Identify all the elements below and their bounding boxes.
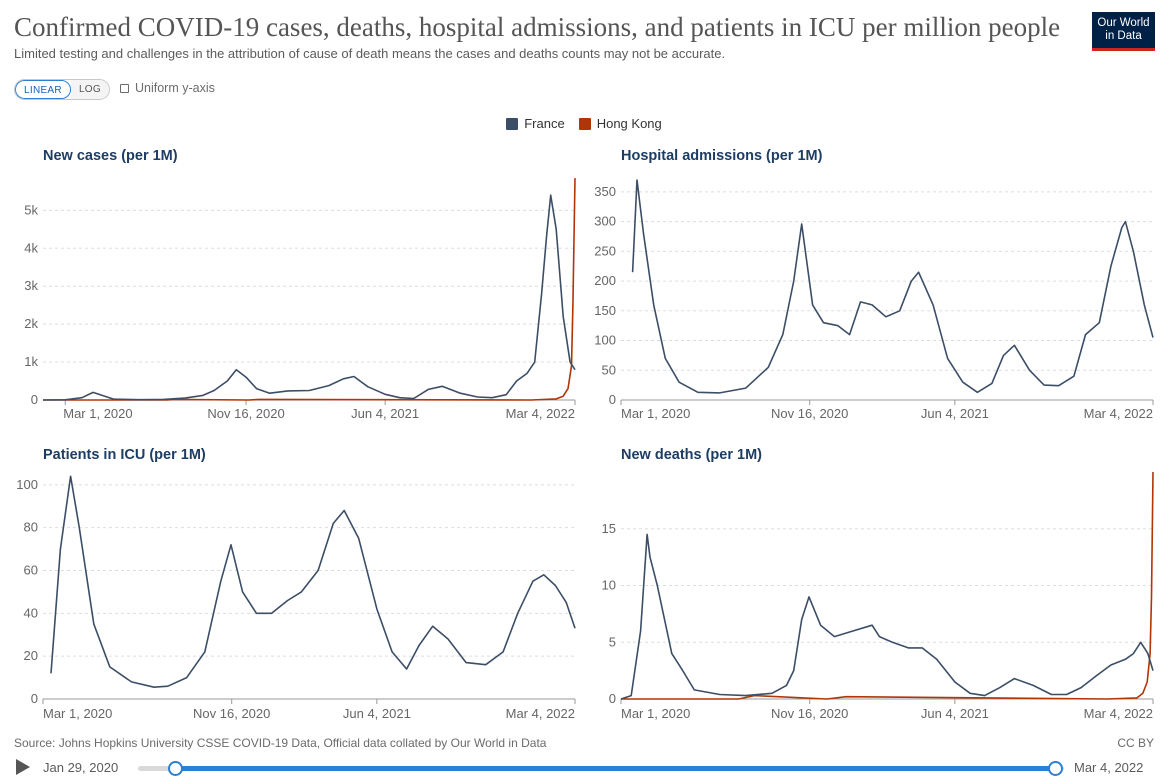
patients-in-icu-y-tick-label: 0 xyxy=(31,691,38,706)
new-deaths-panel-title: New deaths (per 1M) xyxy=(621,447,762,463)
hospital-admissions-x-tick-label: Nov 16, 2020 xyxy=(771,406,848,421)
patients-in-icu-x-tick-label: Jun 4, 2021 xyxy=(343,706,411,721)
scale-toggle: LINEAR LOG xyxy=(14,79,110,100)
new-deaths-y-tick-label: 15 xyxy=(602,521,616,536)
new-deaths-line-france xyxy=(620,533,1154,700)
hospital-admissions-y-tick-label: 100 xyxy=(594,333,616,348)
legend-label-hong-kong: Hong Kong xyxy=(596,116,662,131)
patients-in-icu-panel-title: Patients in ICU (per 1M) xyxy=(43,447,206,463)
hospital-admissions-y-tick-label: 300 xyxy=(594,214,616,229)
new-cases-x-tick-label: Jun 4, 2021 xyxy=(351,406,419,421)
legend-item-hong-kong[interactable]: Hong Kong xyxy=(578,116,662,131)
hospital-admissions-panel-title: Hospital admissions (per 1M) xyxy=(621,148,823,164)
new-cases-x-tick-label: Mar 1, 2020 xyxy=(63,406,132,421)
new-deaths-x-tick-label: Jun 4, 2021 xyxy=(921,706,989,721)
new-cases-line-hong-kong xyxy=(43,178,576,401)
hospital-admissions-x-tick-label: Mar 1, 2020 xyxy=(621,406,690,421)
new-cases-y-tick-label: 3k xyxy=(24,278,38,293)
hospital-admissions-x-tick-label: Jun 4, 2021 xyxy=(921,406,989,421)
legend: France Hong Kong xyxy=(0,116,1168,131)
timeline-end-handle[interactable] xyxy=(1047,761,1063,776)
hospital-admissions-y-tick-label: 250 xyxy=(594,243,616,258)
new-deaths-line-hong-kong xyxy=(621,471,1154,700)
patients-in-icu-y-tick-label: 40 xyxy=(24,605,38,620)
new-cases-x-tick-label: Mar 4, 2022 xyxy=(506,406,575,421)
chart-subtitle: Limited testing and challenges in the at… xyxy=(14,46,726,61)
uniform-y-axis-checkbox[interactable] xyxy=(120,83,129,93)
patients-in-icu-x-tick-label: Mar 1, 2020 xyxy=(43,706,112,721)
new-cases-x-tick-label: Nov 16, 2020 xyxy=(207,406,284,421)
new-deaths-y-tick-label: 10 xyxy=(602,578,616,593)
hospital-admissions-y-tick-label: 150 xyxy=(594,303,616,318)
patients-in-icu-x-tick-label: Nov 16, 2020 xyxy=(193,706,270,721)
legend-swatch-france xyxy=(506,117,519,130)
new-deaths-x-tick-label: Mar 1, 2020 xyxy=(621,706,690,721)
hospital-admissions-y-tick-label: 0 xyxy=(609,392,616,407)
uniform-y-axis-label: Uniform y-axis xyxy=(135,81,215,95)
new-cases-line-france xyxy=(42,194,576,401)
new-cases-y-tick-label: 1k xyxy=(24,354,38,369)
new-cases-y-tick-label: 0 xyxy=(31,392,38,407)
patients-in-icu-line-france xyxy=(50,475,576,689)
patients-in-icu-y-tick-label: 60 xyxy=(24,563,38,578)
hospital-admissions-y-tick-label: 350 xyxy=(594,184,616,199)
legend-swatch-hong-kong xyxy=(578,117,591,130)
source-note: Source: Johns Hopkins University CSSE CO… xyxy=(14,736,547,750)
new-deaths-y-tick-label: 0 xyxy=(609,691,616,706)
owid-logo[interactable]: Our World in Data xyxy=(1092,12,1155,51)
logo-line-1: Our World xyxy=(1097,17,1150,29)
license-link[interactable]: CC BY xyxy=(1117,736,1154,750)
new-deaths-y-tick-label: 5 xyxy=(609,634,616,649)
logo-line-2: in Data xyxy=(1105,30,1142,42)
chart-title: Confirmed COVID-19 cases, deaths, hospit… xyxy=(14,12,1061,42)
new-cases-y-tick-label: 4k xyxy=(24,240,38,255)
hospital-admissions-y-tick-label: 50 xyxy=(602,362,616,377)
new-deaths-x-tick-label: Nov 16, 2020 xyxy=(771,706,848,721)
hospital-admissions-y-tick-label: 200 xyxy=(594,273,616,288)
patients-in-icu-y-tick-label: 100 xyxy=(16,477,38,492)
timeline-start-handle[interactable] xyxy=(168,761,184,776)
timeline-start-label: Jan 29, 2020 xyxy=(43,760,119,775)
patients-in-icu-y-tick-label: 20 xyxy=(24,648,38,663)
new-cases-y-tick-label: 2k xyxy=(24,316,38,331)
patients-in-icu-y-tick-label: 80 xyxy=(24,520,38,535)
new-deaths-x-tick-label: Mar 4, 2022 xyxy=(1084,706,1153,721)
hospital-admissions-line-france xyxy=(631,179,1154,394)
timeline-end-label: Mar 4, 2022 xyxy=(1074,760,1144,775)
patients-in-icu-x-tick-label: Mar 4, 2022 xyxy=(506,706,575,721)
new-cases-y-tick-label: 5k xyxy=(24,202,38,217)
legend-label-france: France xyxy=(524,116,565,131)
timeline-selected-range xyxy=(175,766,1055,771)
uniform-y-axis-toggle[interactable]: Uniform y-axis xyxy=(120,81,215,95)
timeline: Jan 29, 2020 Mar 4, 2022 xyxy=(0,756,1168,782)
legend-item-france[interactable]: France xyxy=(506,116,565,131)
new-cases-panel-title: New cases (per 1M) xyxy=(43,148,178,164)
linear-scale-button[interactable]: LINEAR xyxy=(15,80,71,99)
play-icon[interactable] xyxy=(16,759,30,775)
log-scale-button[interactable]: LOG xyxy=(70,80,109,99)
hospital-admissions-x-tick-label: Mar 4, 2022 xyxy=(1084,406,1153,421)
